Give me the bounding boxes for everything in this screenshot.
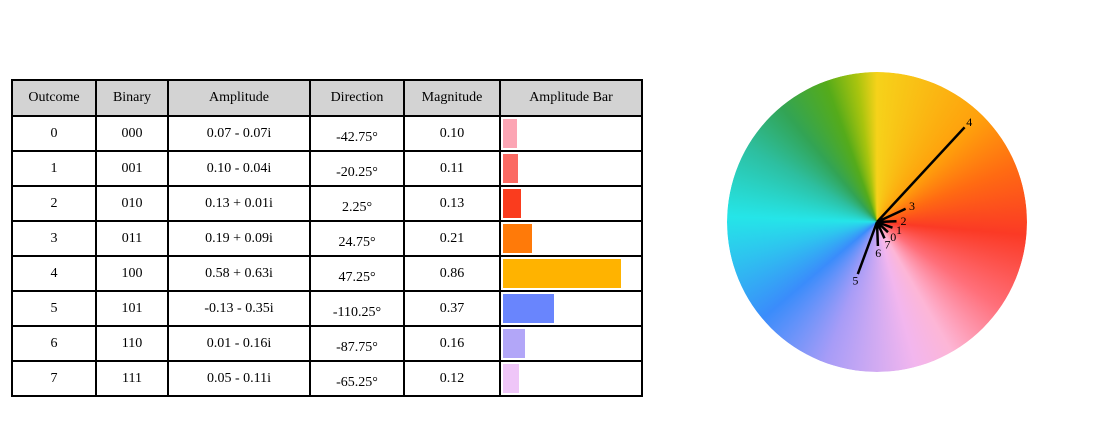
table-row: 7 111 0.05 - 0.11i -65.25° 0.12 — [11, 360, 643, 397]
binary-cell: 010 — [95, 185, 169, 222]
direction-value: -87.75° — [336, 339, 378, 355]
vector-label-7: 7 — [885, 238, 891, 252]
vector-label-6: 6 — [875, 246, 881, 260]
binary-cell: 000 — [95, 115, 169, 152]
direction-value: -42.75° — [336, 129, 378, 145]
magnitude-cell: 0.10 — [403, 115, 501, 152]
vector-label-5: 5 — [852, 274, 858, 288]
amplitude-cell: 0.01 - 0.16i — [167, 325, 311, 362]
direction-cell: 24.75° — [309, 220, 405, 257]
outcome-cell: 5 — [11, 290, 97, 327]
vector-label-2: 2 — [901, 214, 907, 228]
direction-cell: -110.25° — [309, 290, 405, 327]
binary-cell: 110 — [95, 325, 169, 362]
direction-cell: 47.25° — [309, 255, 405, 292]
header-amplitude-bar: Amplitude Bar — [499, 79, 643, 117]
binary-cell: 011 — [95, 220, 169, 257]
header-magnitude: Magnitude — [403, 79, 501, 117]
amplitude-bar-cell — [499, 290, 643, 327]
amplitude-bar-cell — [499, 220, 643, 257]
vector-line-6 — [875, 221, 880, 247]
magnitude-cell: 0.86 — [403, 255, 501, 292]
vector-label-0: 0 — [890, 230, 896, 244]
amplitude-bar-cell — [499, 185, 643, 222]
table-row: 3 011 0.19 + 0.09i 24.75° 0.21 — [11, 220, 643, 257]
amplitude-cell: 0.10 - 0.04i — [167, 150, 311, 187]
amplitude-cell: 0.05 - 0.11i — [167, 360, 311, 397]
amplitude-bar-cell — [499, 255, 643, 292]
direction-value: 24.75° — [338, 234, 376, 250]
binary-cell: 001 — [95, 150, 169, 187]
table-header-row: Outcome Binary Amplitude Direction Magni… — [11, 79, 643, 117]
table-row: 4 100 0.58 + 0.63i 47.25° 0.86 — [11, 255, 643, 292]
magnitude-cell: 0.16 — [403, 325, 501, 362]
table-row: 2 010 0.13 + 0.01i 2.25° 0.13 — [11, 185, 643, 222]
amplitude-cell: 0.07 - 0.07i — [167, 115, 311, 152]
table-row: 5 101 -0.13 - 0.35i -110.25° 0.37 — [11, 290, 643, 327]
amplitude-bar — [503, 189, 521, 218]
amplitude-cell: 0.58 + 0.63i — [167, 255, 311, 292]
amplitude-table: Outcome Binary Amplitude Direction Magni… — [11, 79, 643, 397]
direction-value: 47.25° — [338, 269, 376, 285]
magnitude-cell: 0.12 — [403, 360, 501, 397]
vector-line-3 — [876, 207, 907, 224]
magnitude-cell: 0.21 — [403, 220, 501, 257]
table-row: 6 110 0.01 - 0.16i -87.75° 0.16 — [11, 325, 643, 362]
direction-cell: 2.25° — [309, 185, 405, 222]
vector-line-7 — [875, 221, 886, 239]
amplitude-cell: -0.13 - 0.35i — [167, 290, 311, 327]
amplitude-cell: 0.13 + 0.01i — [167, 185, 311, 222]
header-direction: Direction — [309, 79, 405, 117]
vector-line-4 — [876, 126, 966, 223]
direction-cell: -65.25° — [309, 360, 405, 397]
outcome-cell: 3 — [11, 220, 97, 257]
outcome-cell: 1 — [11, 150, 97, 187]
amplitude-bar-cell — [499, 325, 643, 362]
binary-cell: 111 — [95, 360, 169, 397]
amplitude-bar-cell — [499, 360, 643, 397]
direction-cell: -87.75° — [309, 325, 405, 362]
vector-label-4: 4 — [966, 115, 972, 129]
amplitude-bar — [503, 294, 554, 323]
outcome-cell: 2 — [11, 185, 97, 222]
direction-value: -65.25° — [336, 374, 378, 390]
amplitude-bar — [503, 259, 621, 288]
amplitude-bar — [503, 154, 518, 183]
vector-line-5 — [856, 221, 879, 275]
magnitude-cell: 0.13 — [403, 185, 501, 222]
outcome-cell: 4 — [11, 255, 97, 292]
header-amplitude: Amplitude — [167, 79, 311, 117]
direction-cell: -42.75° — [309, 115, 405, 152]
magnitude-cell: 0.37 — [403, 290, 501, 327]
amplitude-bar — [503, 224, 532, 253]
vector-label-3: 3 — [909, 199, 915, 213]
outcome-cell: 0 — [11, 115, 97, 152]
table-row: 1 001 0.10 - 0.04i -20.25° 0.11 — [11, 150, 643, 187]
direction-value: -110.25° — [332, 304, 382, 320]
magnitude-cell: 0.11 — [403, 150, 501, 187]
header-outcome: Outcome — [11, 79, 97, 117]
direction-value: -20.25° — [336, 164, 378, 180]
outcome-cell: 6 — [11, 325, 97, 362]
phase-wheel-chart: 0 123 4 5 67 — [727, 72, 1027, 372]
table-row: 0 000 0.07 - 0.07i -42.75° 0.10 — [11, 115, 643, 152]
binary-cell: 100 — [95, 255, 169, 292]
header-binary: Binary — [95, 79, 169, 117]
direction-value: 2.25° — [341, 199, 373, 215]
amplitude-bar — [503, 329, 525, 358]
amplitude-bar — [503, 119, 517, 148]
amplitude-bar — [503, 364, 519, 393]
amplitude-cell: 0.19 + 0.09i — [167, 220, 311, 257]
amplitude-bar-cell — [499, 115, 643, 152]
binary-cell: 101 — [95, 290, 169, 327]
amplitude-bar-cell — [499, 150, 643, 187]
vector-label-1: 1 — [896, 223, 902, 237]
direction-cell: -20.25° — [309, 150, 405, 187]
outcome-cell: 7 — [11, 360, 97, 397]
